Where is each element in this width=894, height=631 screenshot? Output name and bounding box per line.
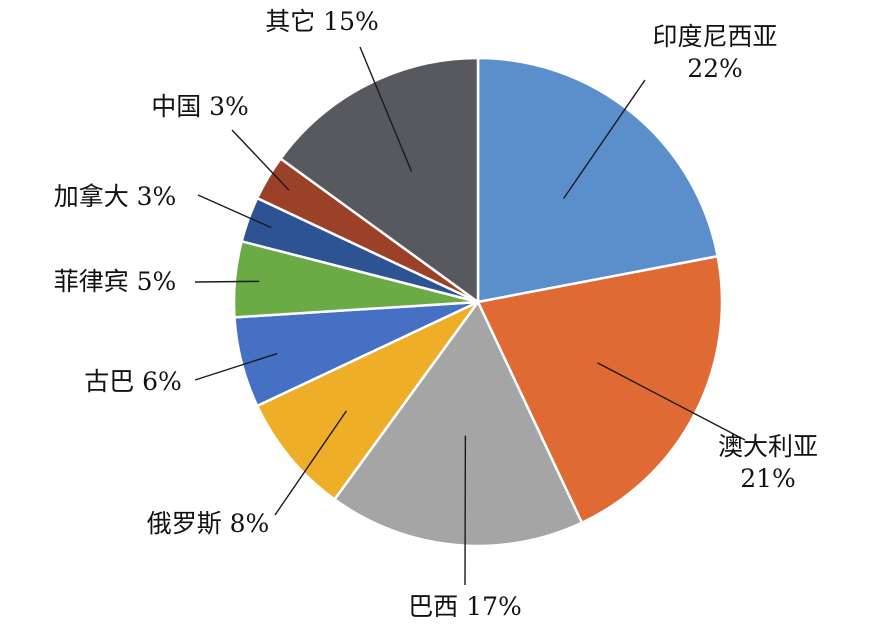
- data-label-line: 加拿大 3%: [54, 182, 177, 211]
- data-label-line: 澳大利亚: [718, 432, 818, 461]
- data-label-line: 俄罗斯 8%: [147, 509, 270, 538]
- leader-line-6: [194, 280, 260, 283]
- data-label-4: 俄罗斯 8%: [147, 509, 270, 538]
- data-label-2: 澳大利亚 21%: [718, 432, 818, 493]
- slices-layer: [232, 56, 724, 548]
- pie-slice-3: [333, 300, 584, 548]
- data-label-8: 中国 3%: [151, 92, 249, 121]
- leader-line-7: [197, 194, 272, 229]
- pie-slice-1: [476, 56, 719, 304]
- pie-slice-4: [255, 300, 480, 501]
- pie-slice-2: [476, 255, 724, 525]
- leader-line-5: [194, 352, 278, 381]
- data-label-line: 21%: [740, 464, 796, 493]
- data-label-3: 巴西 17%: [408, 592, 522, 621]
- data-label-line: 其它 15%: [265, 7, 379, 36]
- leader-line-8: [231, 129, 290, 191]
- data-label-line: 菲律宾 5%: [54, 267, 177, 296]
- leader-line-2: [597, 362, 746, 441]
- data-label-line: 巴西 17%: [408, 592, 522, 621]
- data-label-9: 其它 15%: [265, 7, 379, 36]
- data-label-7: 加拿大 3%: [54, 182, 177, 211]
- leader-line-4: [274, 410, 347, 516]
- data-label-line: 印度尼西亚: [652, 22, 777, 51]
- leader-line-1: [562, 79, 646, 199]
- data-label-line: 中国 3%: [151, 92, 249, 121]
- leader-lines-layer: [194, 46, 746, 586]
- data-label-1: 印度尼西亚 22%: [652, 22, 777, 83]
- leader-line-9: [359, 46, 413, 172]
- data-label-5: 古巴 6%: [84, 367, 182, 396]
- data-label-line: 22%: [687, 54, 743, 83]
- labels-layer: 印度尼西亚 22% 澳大利亚 21% 巴西 17% 俄罗斯 8% 古巴 6% 菲律宾 5% 加拿…: [54, 7, 818, 621]
- data-label-6: 菲律宾 5%: [54, 267, 177, 296]
- pie-slice-9: [279, 56, 480, 304]
- data-label-line: 古巴 6%: [84, 367, 182, 396]
